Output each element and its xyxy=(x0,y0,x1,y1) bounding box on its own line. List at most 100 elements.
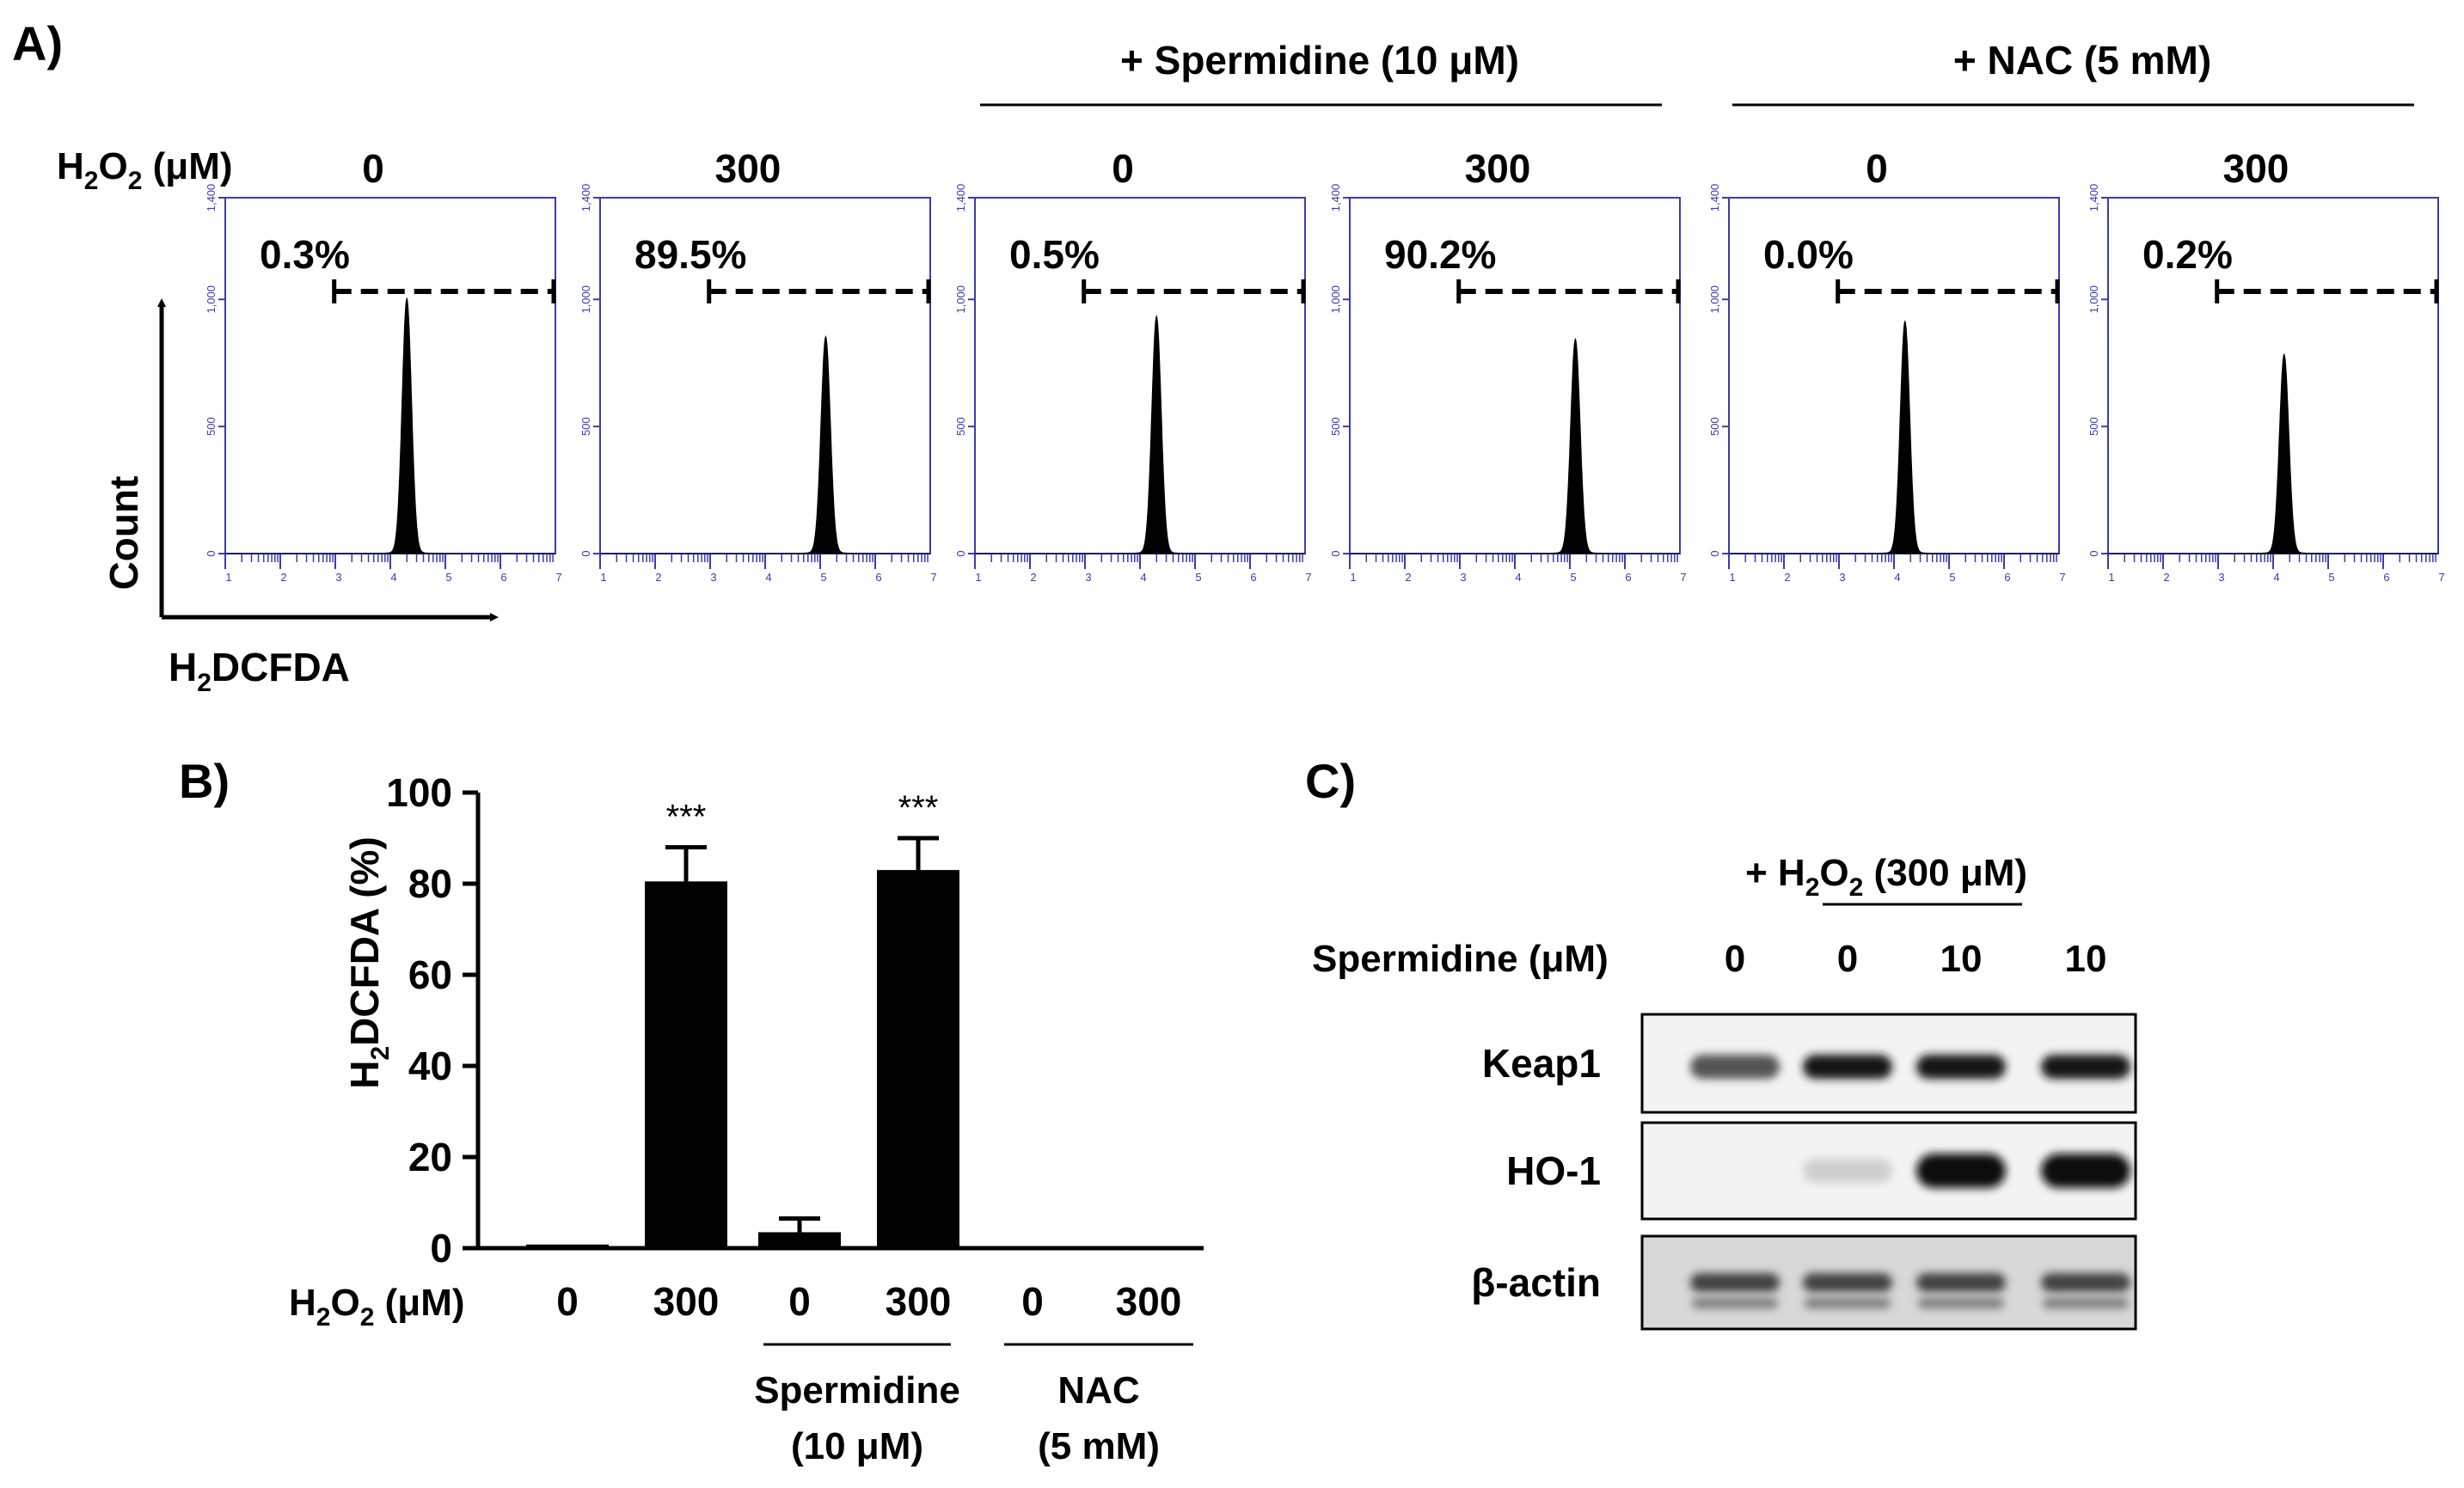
histogram-y-tick-label: 0 xyxy=(1329,550,1342,556)
histogram-x-tick-label: 3 xyxy=(2218,571,2224,584)
significance-marker: *** xyxy=(898,789,939,827)
histogram-frame xyxy=(1349,197,1681,554)
histogram-x-tick-label: 1 xyxy=(1350,571,1356,584)
histogram-x-tick-label: 6 xyxy=(2383,571,2389,584)
histogram-h2o2-dose: 300 xyxy=(715,146,781,191)
bar xyxy=(991,1247,1074,1251)
blot-strip: Keap1 xyxy=(1482,1013,2137,1114)
histogram-h2o2-dose: 0 xyxy=(362,146,384,191)
histogram-x-tick-label: 2 xyxy=(1784,571,1790,584)
bar-chart-bars xyxy=(526,836,1190,1251)
histogram-h2o2-dose: 300 xyxy=(2223,146,2289,191)
panel-b-label: B) xyxy=(179,754,230,808)
blot-protein-label: Keap1 xyxy=(1482,1041,1601,1086)
bar-chart-y-tick-label: 100 xyxy=(386,770,452,815)
histogram-panel: 0 500 1,000 1,400 1 2 3 4 5 6 7 0.5% 0 xyxy=(954,146,1312,584)
blot-band-lower xyxy=(1805,1298,1891,1308)
histogram-frame xyxy=(599,197,931,554)
histogram-x-tick-label: 7 xyxy=(2438,571,2444,584)
histogram-x-tick-label: 4 xyxy=(1140,571,1146,584)
histogram-panel: 0 500 1,000 1,400 1 2 3 4 5 6 7 0.2% 300 xyxy=(2087,146,2445,584)
histogram-x-tick-label: 5 xyxy=(2328,571,2334,584)
histogram-gate-percent: 0.2% xyxy=(2142,232,2233,277)
histogram-x-tick-label: 1 xyxy=(975,571,981,584)
blot-band-lower xyxy=(2043,1298,2129,1308)
histogram-y-tick-label: 1,400 xyxy=(954,184,967,212)
histogram-x-tick-label: 1 xyxy=(2108,571,2114,584)
histogram-y-tick-label: 1,000 xyxy=(1708,285,1721,314)
histogram-y-tick-label: 1,000 xyxy=(205,285,218,314)
blot-protein-label: β-actin xyxy=(1471,1260,1601,1305)
bar-chart-y-tick-label: 60 xyxy=(408,952,452,997)
histogram-x-tick-label: 4 xyxy=(2273,571,2279,584)
histogram-x-tick-label: 7 xyxy=(1305,571,1311,584)
histogram-y-tick-label: 500 xyxy=(205,417,218,436)
histogram-y-tick-label: 1,400 xyxy=(579,184,592,212)
histogram-x-tick-label: 2 xyxy=(1405,571,1411,584)
histogram-y-tick-label: 500 xyxy=(954,417,967,436)
histogram-x-tick-label: 4 xyxy=(390,571,396,584)
bar-chart-y-tick-label: 20 xyxy=(408,1135,452,1179)
bar-category-label: 300 xyxy=(653,1279,720,1324)
bar-group-concentration: (10 μM) xyxy=(791,1425,923,1467)
histogram-gate-percent: 0.0% xyxy=(1763,232,1854,277)
blot-band xyxy=(1803,1273,1892,1292)
histogram-gate-percent: 90.2% xyxy=(1384,232,1496,277)
blot-lane-label: 0 xyxy=(1837,938,1858,980)
blot-lane-label: 0 xyxy=(1725,938,1745,980)
histogram-x-tick-label: 5 xyxy=(1949,571,1955,584)
blot-band xyxy=(1916,1055,2006,1079)
histogram-x-tick-label: 3 xyxy=(1460,571,1466,584)
bar xyxy=(877,870,959,1248)
panel-c-label: C) xyxy=(1305,754,1356,808)
histogram-y-tick-label: 1,000 xyxy=(2087,285,2100,314)
histogram-peak xyxy=(1350,337,1680,554)
blot-band-lower xyxy=(1918,1298,2004,1308)
histogram-x-tick-label: 7 xyxy=(1680,571,1686,584)
histogram-x-tick-label: 2 xyxy=(655,571,661,584)
histogram-panel: 0 500 1,000 1,400 1 2 3 4 5 6 7 90.2% 300 xyxy=(1329,146,1687,584)
histogram-peak xyxy=(225,297,555,554)
blot-lane-labels: 0 0 10 10 xyxy=(1725,938,2107,980)
histogram-y-tick-label: 1,000 xyxy=(954,285,967,314)
blot-treatment-label: + H2O2 (300 μM) xyxy=(1745,852,2027,902)
histogram-h2o2-dose: 0 xyxy=(1866,146,1888,191)
blot-band xyxy=(1690,1055,1780,1079)
histogram-peak xyxy=(975,315,1305,554)
blot-band xyxy=(1803,1159,1892,1183)
histogram-y-tick-label: 500 xyxy=(579,417,592,436)
histogram-y-tick-label: 0 xyxy=(579,550,592,556)
bar-group-name: Spermidine xyxy=(754,1369,960,1411)
panel-c-western-blot: C) + H2O2 (300 μM) Spermidine (μM) 0 0 10 1… xyxy=(1305,754,2137,1331)
blot-strip: β-actin xyxy=(1471,1234,2137,1331)
histogram-peak xyxy=(1729,320,2059,554)
histogram-x-tick-label: 4 xyxy=(1515,571,1521,584)
histogram-x-tick-label: 2 xyxy=(2163,571,2169,584)
bar xyxy=(758,1232,841,1248)
histogram-x-tick-label: 2 xyxy=(1030,571,1036,584)
blot-band xyxy=(1690,1273,1780,1292)
histogram-frame xyxy=(224,197,556,554)
bar xyxy=(1107,1246,1190,1250)
bar xyxy=(526,1244,609,1248)
blot-strip: HO-1 xyxy=(1506,1121,2137,1221)
histogram-gate-percent: 0.5% xyxy=(1009,232,1100,277)
histogram-y-tick-label: 1,000 xyxy=(579,285,592,314)
histogram-y-tick-label: 1,400 xyxy=(1708,184,1721,212)
histogram-x-tick-label: 4 xyxy=(765,571,771,584)
panel-a-label: A) xyxy=(12,16,63,70)
histogram-y-tick-label: 0 xyxy=(205,550,218,556)
panel-a-flow-cytometry: A) H2O2 (μM) + Spermidine (10 μM) + NAC … xyxy=(12,16,2445,697)
group-header-nac: + NAC (5 mM) xyxy=(1953,38,2211,83)
histogram-y-tick-label: 0 xyxy=(954,550,967,556)
histogram-x-tick-label: 3 xyxy=(1839,571,1845,584)
histogram-x-tick-label: 7 xyxy=(2059,571,2065,584)
histogram-x-tick-label: 6 xyxy=(2004,571,2010,584)
histogram-frame xyxy=(1728,197,2060,554)
bar-chart-x-axis-label: H2O2 (μM) xyxy=(289,1282,465,1332)
histogram-x-tick-label: 1 xyxy=(1729,571,1735,584)
blot-lane-label: 10 xyxy=(1940,938,1983,980)
histogram-x-tick-label: 6 xyxy=(1625,571,1631,584)
